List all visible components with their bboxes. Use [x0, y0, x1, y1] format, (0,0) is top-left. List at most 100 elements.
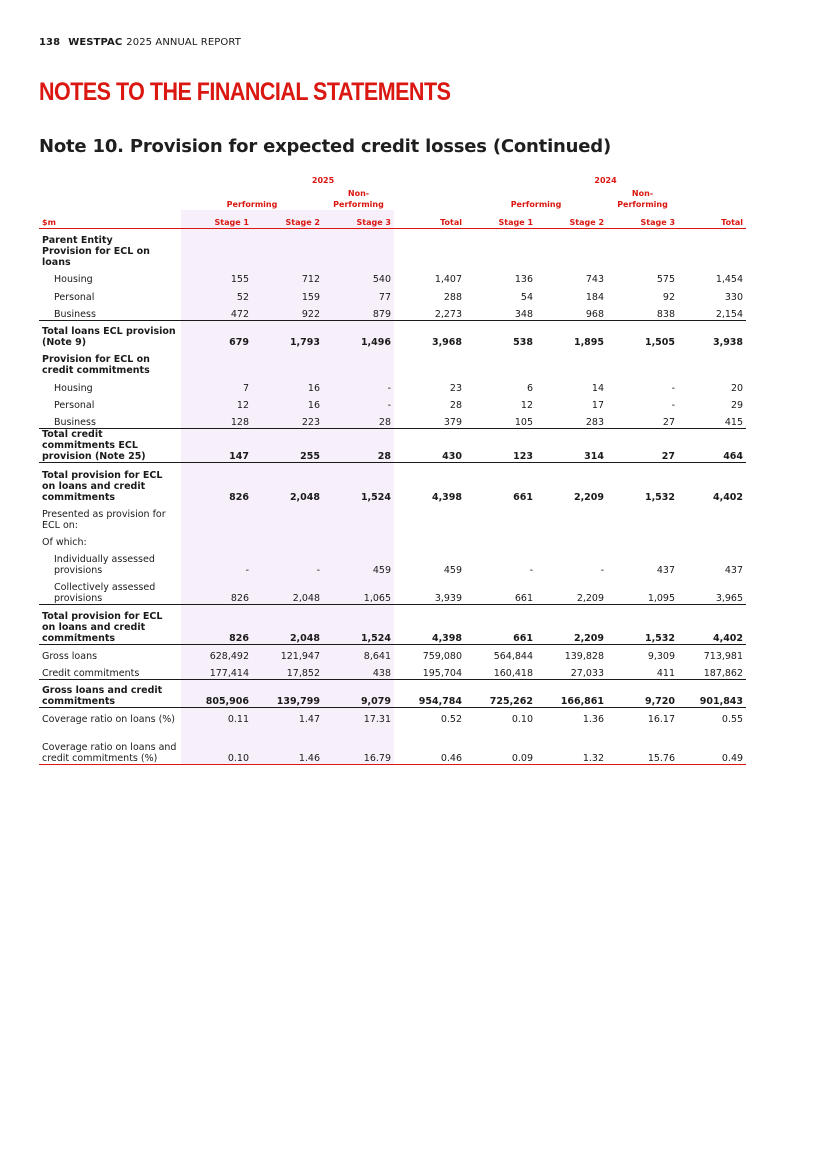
- value-cell: 661: [465, 462, 537, 503]
- value-cell: 17,852: [252, 661, 323, 679]
- table-row: Total provision for ECL on loans and cre…: [39, 462, 747, 503]
- value-cell: 223: [252, 411, 323, 429]
- value-cell: 2,209: [536, 462, 608, 503]
- value-cell: 54: [520, 291, 534, 303]
- value-cell: 538: [465, 319, 537, 348]
- row-label: Housing: [54, 382, 93, 394]
- value-cell: [607, 503, 678, 531]
- value-cell: 16: [252, 393, 323, 411]
- value-cell: 922: [252, 302, 323, 320]
- value-cell: 661: [465, 603, 537, 644]
- value-cell: 314: [536, 428, 608, 463]
- value-cell: 2,209: [576, 592, 605, 604]
- value-cell: 16: [252, 376, 323, 394]
- row-label: Personal: [54, 291, 95, 303]
- value-cell: [607, 531, 678, 549]
- value-cell: 0.52: [394, 706, 466, 725]
- value-cell: 713,981: [678, 643, 747, 662]
- value-cell: 459: [443, 565, 463, 576]
- value-cell: [465, 531, 536, 549]
- value-cell: [323, 530, 394, 548]
- table-row: Personal 52 159 77 288 54 184 92 330: [39, 285, 746, 303]
- value-cell: 136: [514, 274, 534, 285]
- value-cell: 826: [181, 462, 252, 503]
- value-cell: [323, 245, 394, 268]
- value-cell: 954,784: [394, 678, 466, 707]
- value-cell: 437: [724, 565, 744, 576]
- header-spacer: [394, 186, 465, 210]
- column-header: Stage 3: [323, 210, 394, 229]
- value-cell: 27: [607, 428, 679, 463]
- header-spacer: [39, 186, 181, 210]
- row-label: Coverage ratio on loans (%): [39, 706, 181, 725]
- value-cell: 540: [323, 267, 394, 285]
- value-cell: [394, 531, 465, 549]
- value-cell: [252, 502, 323, 531]
- header-spacer: [39, 170, 181, 186]
- value-cell: 77: [323, 285, 394, 303]
- row-label: Total provision for ECL on loans and cre…: [39, 462, 181, 503]
- value-cell: 2,209: [536, 603, 608, 644]
- row-label: Total credit commitments ECL provision (…: [39, 428, 181, 463]
- value-cell: 0.10: [465, 706, 537, 725]
- value-cell: [678, 348, 746, 376]
- row-label: Collectively assessed provisions: [54, 581, 156, 604]
- row-label: Coverage ratio on loans and credit commi…: [39, 724, 181, 765]
- value-cell: 166,861: [536, 678, 608, 707]
- value-cell: [252, 245, 323, 268]
- table-row: Of which:: [39, 530, 746, 549]
- value-cell: [465, 246, 536, 268]
- value-cell: 2,048: [252, 603, 323, 644]
- group-non-performing: Non- Performing: [617, 189, 668, 209]
- row-label: Housing: [54, 274, 93, 285]
- table-row: Business 472 922 879 2,273 348 968 838 2,154: [39, 302, 746, 320]
- value-cell: 4,402: [678, 603, 747, 644]
- value-cell: 826: [181, 603, 252, 644]
- value-cell: 725,262: [465, 678, 537, 707]
- value-cell: [536, 531, 607, 549]
- table-row: Total credit commitments ECL provision (…: [39, 428, 747, 463]
- value-cell: 438: [323, 661, 394, 679]
- row-label: Parent Entity: [42, 234, 113, 246]
- value-cell: 9,309: [607, 643, 679, 662]
- value-cell: 2,048: [252, 576, 323, 604]
- value-cell: 7: [181, 376, 252, 394]
- value-cell: 23: [449, 382, 463, 394]
- row-label: Gross loans and credit commitments: [39, 678, 181, 707]
- value-cell: 283: [585, 417, 605, 428]
- value-cell: 743: [585, 274, 605, 285]
- value-cell: 4,402: [678, 462, 747, 503]
- year-2025: 2025: [311, 176, 335, 185]
- value-cell: 128: [181, 411, 252, 429]
- note-title: Note 10. Provision for expected credit l…: [39, 136, 611, 157]
- value-cell: -: [671, 382, 676, 394]
- value-cell: 12: [520, 400, 534, 411]
- value-cell: 16.79: [323, 724, 394, 765]
- table-row: Total loans ECL provision (Note 9) 679 1,7…: [39, 319, 747, 348]
- value-cell: 0.55: [678, 706, 747, 725]
- value-cell: 661: [514, 592, 534, 604]
- value-cell: 1,505: [607, 319, 679, 348]
- value-cell: 139,828: [536, 643, 608, 662]
- year-2024: 2024: [594, 176, 617, 185]
- value-cell: 187,862: [703, 667, 744, 679]
- value-cell: 28: [323, 428, 394, 463]
- value-cell: 3,968: [394, 319, 466, 348]
- value-cell: 1.47: [252, 706, 323, 725]
- row-label: Business: [54, 417, 96, 428]
- value-cell: [394, 503, 465, 531]
- value-cell: 805,906: [181, 678, 252, 707]
- value-cell: -: [252, 548, 323, 576]
- value-cell: 628,492: [181, 643, 252, 662]
- row-label: Personal: [54, 400, 95, 411]
- value-cell: -: [181, 548, 252, 576]
- value-cell: 1,532: [607, 462, 679, 503]
- value-cell: 1,454: [715, 274, 744, 285]
- value-cell: 105: [514, 417, 534, 428]
- value-cell: 121,947: [252, 643, 323, 662]
- value-cell: 288: [443, 291, 463, 303]
- value-cell: [536, 348, 607, 376]
- value-cell: 184: [585, 291, 605, 303]
- row-label: Provision for ECL on loans: [42, 245, 150, 268]
- row-label: Gross loans: [39, 643, 181, 662]
